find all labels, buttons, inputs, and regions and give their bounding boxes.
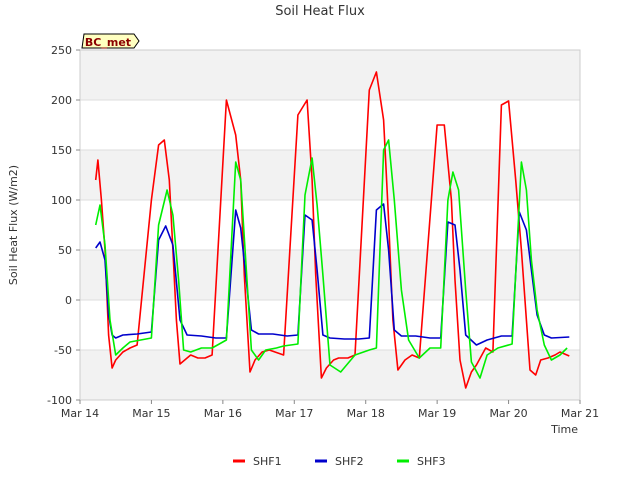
legend-label-shf2: SHF2 — [335, 455, 364, 468]
y-tick-label: 50 — [58, 244, 72, 257]
legend: SHF1 SHF2 SHF3 — [233, 455, 446, 468]
y-tick-label: -50 — [54, 344, 72, 357]
badge-text: BC_met — [85, 36, 131, 49]
y-tick-label: 250 — [51, 44, 72, 57]
y-tick-label: 0 — [65, 294, 72, 307]
grid-band — [80, 50, 580, 100]
plot-area-frame — [79, 49, 581, 401]
x-axis: Mar 14 Mar 15 Mar 16 Mar 17 Mar 18 Mar 19 Mar … — [61, 400, 599, 420]
x-tick-label: Mar 14 — [61, 407, 99, 420]
y-tick-label: 100 — [51, 194, 72, 207]
grid-band — [80, 300, 580, 350]
site-badge: BC_met — [81, 33, 140, 49]
x-tick-label: Mar 20 — [489, 407, 527, 420]
grid-band — [80, 150, 580, 200]
x-axis-label: Time — [550, 423, 578, 436]
series-line-shf3 — [94, 139, 568, 379]
y-axis-label: Soil Heat Flux (W/m2) — [7, 165, 20, 285]
x-tick-label: Mar 15 — [132, 407, 170, 420]
legend-label-shf3: SHF3 — [417, 455, 446, 468]
x-tick-label: Mar 18 — [347, 407, 385, 420]
x-tick-label: Mar 19 — [418, 407, 456, 420]
grid-band — [80, 100, 580, 150]
x-tick-label: Mar 16 — [204, 407, 242, 420]
series-line-shf1 — [94, 71, 570, 389]
series-line-shf2 — [95, 203, 570, 346]
legend-label-shf1: SHF1 — [253, 455, 282, 468]
y-tick-label: 150 — [51, 144, 72, 157]
chart-title: Soil Heat Flux — [275, 4, 365, 19]
grid-bands — [80, 49, 580, 401]
y-tick-label: -100 — [47, 394, 72, 407]
x-tick-label: Mar 21 — [561, 407, 599, 420]
grid-band — [80, 200, 580, 250]
y-axis: -100 -50 0 50 100 150 200 250 — [47, 44, 80, 407]
x-tick-label: Mar 17 — [275, 407, 313, 420]
y-tick-label: 200 — [51, 94, 72, 107]
series-lines — [94, 71, 570, 389]
